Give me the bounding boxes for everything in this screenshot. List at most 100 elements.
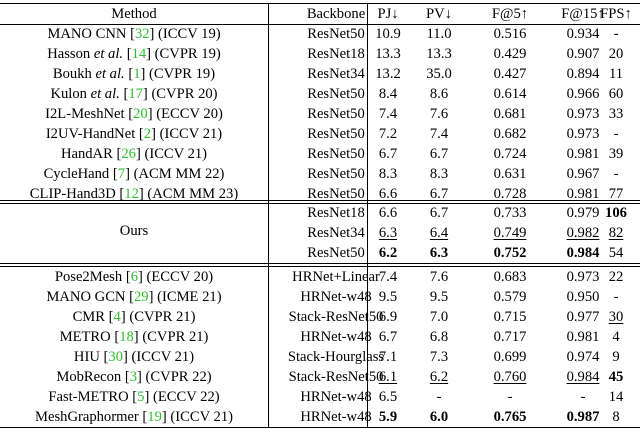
fps-cell: - — [592, 124, 640, 144]
header-f5: F@5↑ — [491, 6, 529, 22]
citation-ref: 20 — [133, 106, 148, 122]
fps-value: 11 — [608, 66, 624, 82]
backbone-cell: HRNet-w48 — [300, 409, 372, 425]
pv-cell: 6.4 — [411, 223, 467, 243]
method-name: Hasson et al. — [47, 46, 124, 62]
pj-cell: 6.7 — [360, 327, 416, 347]
f5-cell: - — [464, 387, 556, 407]
backbone-cell: ResNet50 — [307, 245, 365, 261]
backbone-cell: ResNet34 — [307, 66, 365, 82]
method-name: I2L-MeshNet — [45, 106, 129, 122]
pj-value: 7.4 — [378, 106, 398, 122]
fps-value: 4 — [612, 329, 620, 345]
method-name: HIU — [73, 349, 104, 365]
venue: (CVPR 21) — [138, 329, 209, 345]
pj-value: 8.3 — [378, 166, 398, 182]
pj-cell: 8.4 — [360, 84, 416, 104]
ours-rule-a — [0, 263, 640, 264]
pj-value: 8.4 — [378, 86, 398, 102]
f5-cell: 0.427 — [464, 64, 556, 84]
f5-cell: 0.717 — [464, 327, 556, 347]
f5-value: 0.717 — [493, 329, 527, 345]
pj-cell: 13.2 — [360, 64, 416, 84]
backbone-cell: HRNet-w48 — [300, 289, 372, 305]
fps-cell: 11 — [592, 64, 640, 84]
venue: (ICME 21) — [153, 289, 222, 305]
f15-value: 0.967 — [566, 166, 600, 182]
f15-cell: 0.981 — [537, 327, 629, 347]
pv-value: 6.0 — [429, 409, 449, 425]
citation-ref: 18 — [119, 329, 134, 345]
pj-value: 13.2 — [375, 66, 401, 82]
method-name: METRO — [59, 329, 115, 345]
f15-value: 0.894 — [566, 66, 600, 82]
f5-cell: 0.516 — [464, 24, 556, 44]
table-row: METRO [18] (CVPR 21) HRNet-w48 6.7 6.8 0.717… — [0, 327, 640, 347]
f5-value: 0.765 — [493, 409, 527, 425]
backbone-cell: Stack-ResNet50 — [288, 369, 384, 385]
pv-cell: 7.0 — [411, 307, 467, 327]
pv-cell: 7.3 — [411, 347, 467, 367]
table-row: ResNet50 6.2 6.3 0.752 0.984 54 — [0, 243, 640, 263]
pj-value: 6.1 — [378, 369, 398, 385]
ours-rule-b — [0, 266, 640, 267]
f5-cell: 0.728 — [464, 184, 556, 204]
f5-value: - — [507, 389, 513, 405]
pj-cell: 6.2 — [360, 243, 416, 263]
fps-cell: 54 — [592, 243, 640, 263]
fps-value: 22 — [608, 269, 624, 285]
f5-value: 0.760 — [493, 369, 527, 385]
fps-value: 9 — [612, 349, 620, 365]
pj-value: 6.7 — [378, 146, 398, 162]
table-row: Boukh et al. [1] (CVPR 19) ResNet34 13.2 35… — [0, 64, 640, 84]
venue: (ICCV 21) — [127, 349, 195, 365]
citation-ref: 17 — [128, 86, 143, 102]
pv-value: 6.3 — [429, 245, 449, 261]
fps-cell: 60 — [592, 84, 640, 104]
backbone-cell: ResNet18 — [307, 46, 365, 62]
pv-cell: 7.6 — [411, 104, 467, 124]
f5-value: 0.724 — [493, 146, 527, 162]
f5-cell: 0.752 — [464, 243, 556, 263]
table-row: MobRecon [3] (CVPR 22) Stack-ResNet50 6.1 6… — [0, 367, 640, 387]
f15-value: 0.966 — [566, 86, 600, 102]
method-name: I2UV-HandNet — [45, 126, 139, 142]
backbone-cell: ResNet50 — [307, 106, 365, 122]
fps-cell: - — [592, 164, 640, 184]
pj-cell: 5.9 — [360, 407, 416, 427]
f15-cell: 0.934 — [537, 24, 629, 44]
venue: (CVPR 21) — [125, 309, 196, 325]
fps-value: - — [613, 166, 619, 182]
citation-ref: 26 — [121, 146, 136, 162]
pv-value: 6.7 — [429, 146, 449, 162]
citation-ref: 19 — [147, 409, 162, 425]
f5-cell: 0.760 — [464, 367, 556, 387]
fps-value: 39 — [608, 146, 624, 162]
f15-value: 0.982 — [566, 225, 600, 241]
fps-cell: - — [592, 24, 640, 44]
vertical-divider-method — [268, 3, 269, 428]
f15-value: 0.981 — [566, 186, 600, 202]
f5-value: 0.752 — [493, 245, 527, 261]
fps-value: - — [613, 26, 619, 42]
pj-cell: 6.6 — [360, 184, 416, 204]
f5-cell: 0.765 — [464, 407, 556, 427]
f15-cell: 0.973 — [537, 104, 629, 124]
backbone-cell: Stack-Hourglass — [287, 349, 385, 365]
f5-value: 0.681 — [493, 106, 527, 122]
f5-cell: 0.682 — [464, 124, 556, 144]
table-row: MANO GCN [29] (ICME 21) HRNet-w48 9.5 9.5 0.… — [0, 287, 640, 307]
citation-ref: 14 — [131, 46, 147, 62]
fps-cell: 9 — [592, 347, 640, 367]
pv-cell: 11.0 — [411, 24, 467, 44]
f5-cell: 0.733 — [464, 203, 556, 223]
pv-cell: 6.7 — [411, 184, 467, 204]
backbone-cell: Stack-ResNet50 — [288, 309, 384, 325]
method-name: CycleHand — [43, 166, 113, 182]
pj-value: 6.2 — [378, 245, 398, 261]
method-cell: Pose2Mesh [6] (ECCV 20) — [54, 269, 214, 285]
table-row: ResNet34 6.3 6.4 0.749 0.982 82 — [0, 223, 640, 243]
table-row: CLIP-Hand3D [12] (ACM MM 23) ResNet50 6.6 6… — [0, 184, 640, 204]
venue: (ICCV 21) — [155, 126, 223, 142]
f15-cell: 0.894 — [537, 64, 629, 84]
